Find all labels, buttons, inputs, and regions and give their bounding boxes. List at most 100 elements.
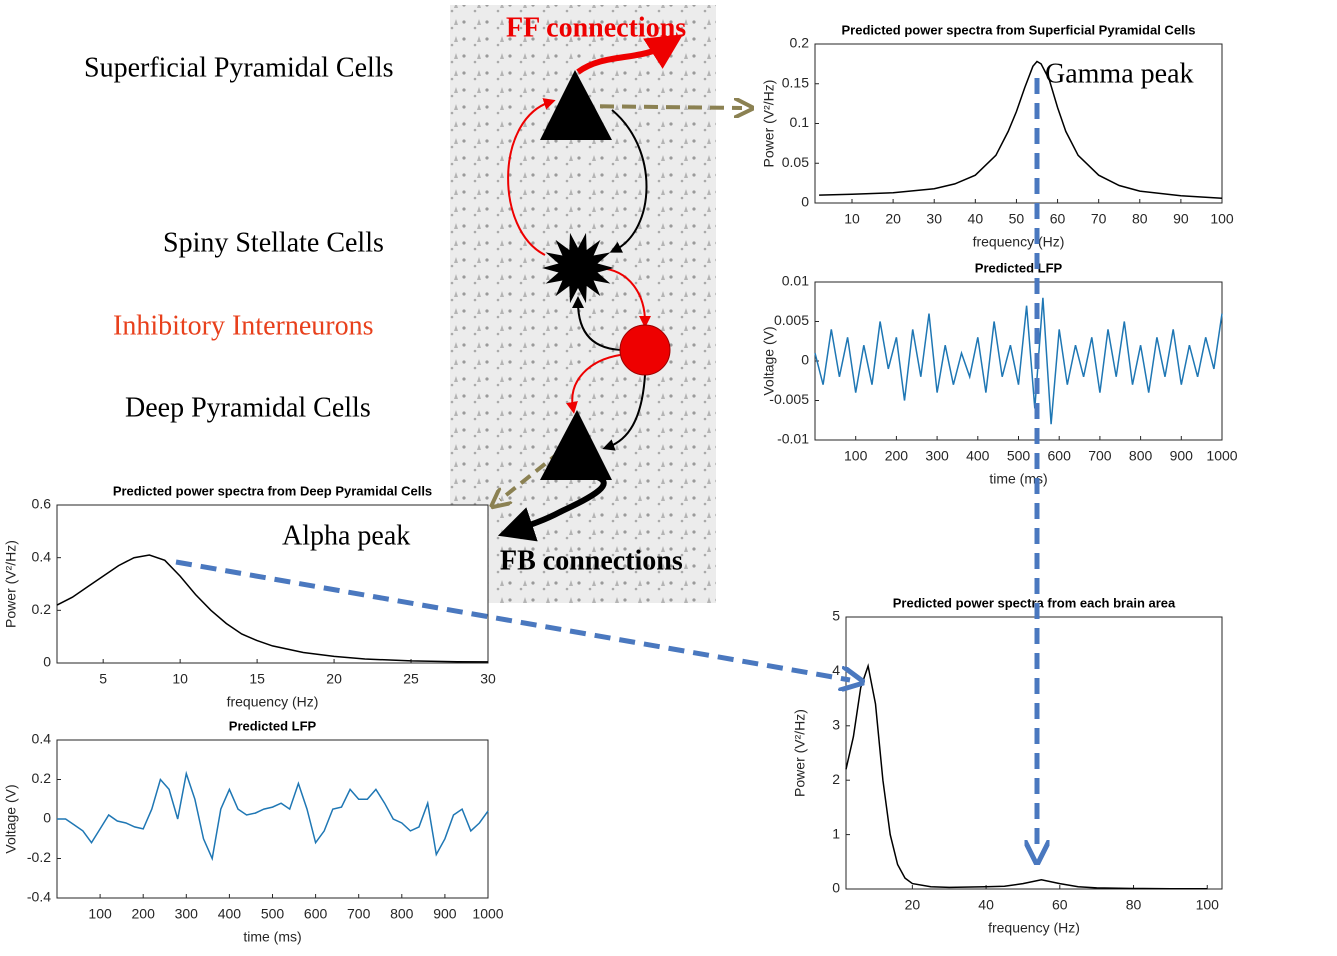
superficial-pyramidal-cell [540,70,612,140]
y-tick-label: 0.15 [782,74,809,90]
x-tick-label: 80 [1132,211,1148,227]
x-tick-label: 70 [1091,211,1107,227]
alpha-arrow [175,559,850,680]
x-tick-label: 900 [1170,448,1194,464]
chart-title: Predicted LFP [229,718,317,733]
y-tick-label: 0 [801,194,809,210]
x-tick-label: 10 [172,671,188,687]
x-tick-label: 100 [1210,211,1234,227]
olive-arrow [577,106,742,108]
peak-arrows [175,78,1037,850]
y-tick-label: 0.05 [782,154,809,170]
x-tick-label: 900 [433,906,457,922]
data-line [845,663,1208,890]
y-tick-label: 0.6 [32,496,52,512]
x-tick-label: 600 [304,906,328,922]
data-line [57,770,489,862]
x-tick-label: 20 [885,211,901,227]
x-axis-label: time (ms) [989,471,1047,487]
plot-area [56,504,489,664]
charts: Predicted power spectra from Superficial… [3,22,1238,944]
x-tick-label: 1000 [472,906,503,922]
chart: Predicted power spectra from Superficial… [761,22,1234,249]
x-axis-label: frequency (Hz) [988,920,1080,936]
connection [507,98,556,256]
chart-title: Predicted power spectra from Superficial… [841,22,1195,37]
data-line [56,554,489,663]
x-tick-label: 200 [132,906,156,922]
x-tick-label: 100 [88,906,112,922]
chart-title: Predicted power spectra from each brain … [893,595,1176,610]
x-tick-label: 400 [966,448,990,464]
y-tick-label: 0.2 [32,770,52,786]
x-tick-label: 40 [978,897,994,913]
x-tick-label: 500 [261,906,285,922]
x-tick-label: 100 [1196,897,1220,913]
data-line [814,297,1223,425]
x-tick-label: 5 [99,671,107,687]
x-tick-label: 800 [1129,448,1153,464]
y-tick-label: -0.2 [27,849,51,865]
x-tick-label: 50 [1009,211,1025,227]
label: Deep Pyramidal Cells [125,392,371,423]
x-tick-label: 300 [925,448,949,464]
y-tick-label: 0 [832,880,840,896]
x-tick-label: 80 [1126,897,1142,913]
y-tick-label: 5 [832,608,840,624]
x-tick-label: 600 [1048,448,1072,464]
x-tick-label: 60 [1052,897,1068,913]
y-tick-label: -0.01 [777,431,809,447]
connection [572,296,626,351]
label: Spiny Stellate Cells [163,227,384,258]
x-tick-label: 800 [390,906,414,922]
y-tick-label: 0.01 [782,273,809,289]
plot-area [814,281,1223,441]
x-tick-label: 40 [968,211,984,227]
y-tick-label: 0 [43,810,51,826]
y-tick-label: 4 [832,662,840,678]
y-axis-label: Power (V²/Hz) [792,709,808,797]
x-tick-label: 700 [347,906,371,922]
y-tick-label: 0 [43,654,51,670]
x-tick-label: 100 [844,448,868,464]
label: Inhibitory Interneurons [113,310,374,341]
x-tick-label: 30 [480,671,496,687]
y-tick-label: 0.005 [774,312,809,328]
inhibitory-interneuron [619,324,671,376]
y-tick-label: -0.005 [769,391,809,407]
y-axis-label: Power (V²/Hz) [3,540,19,628]
x-tick-label: 10 [844,211,860,227]
plot-area [845,616,1223,890]
annotation: Gamma peak [1045,58,1194,89]
y-tick-label: 3 [832,717,840,733]
label: Superficial Pyramidal Cells [84,52,394,83]
y-axis-label: Voltage (V) [3,784,19,853]
x-tick-label: 90 [1173,211,1189,227]
y-tick-label: -0.4 [27,889,51,905]
x-tick-label: 60 [1050,211,1066,227]
chart: Predicted LFP time (ms) Voltage (V) 100 200 3… [3,718,504,944]
y-tick-label: 0.2 [32,601,52,617]
x-tick-label: 300 [175,906,199,922]
y-tick-label: 2 [832,771,840,787]
ff-arrow [576,34,684,75]
x-tick-label: 700 [1088,448,1112,464]
olive-arrow [500,450,562,500]
deep-pyramidal-cell [540,410,612,480]
x-tick-label: 30 [926,211,942,227]
y-axis-label: Voltage (V) [761,326,777,395]
chart: Predicted power spectra from each brain … [792,595,1223,936]
y-tick-label: 0.1 [790,114,810,130]
x-axis-label: time (ms) [243,929,301,945]
label: FB connections [500,545,683,576]
x-tick-label: 20 [905,897,921,913]
x-tick-label: 400 [218,906,242,922]
plot-area [56,739,489,899]
connection [609,109,648,253]
x-axis-label: frequency (Hz) [973,234,1065,250]
data-line [819,60,1223,199]
annotation: Alpha peak [282,520,410,551]
y-tick-label: 0.4 [32,548,52,564]
y-tick-label: 0 [801,352,809,368]
x-tick-label: 500 [1007,448,1031,464]
